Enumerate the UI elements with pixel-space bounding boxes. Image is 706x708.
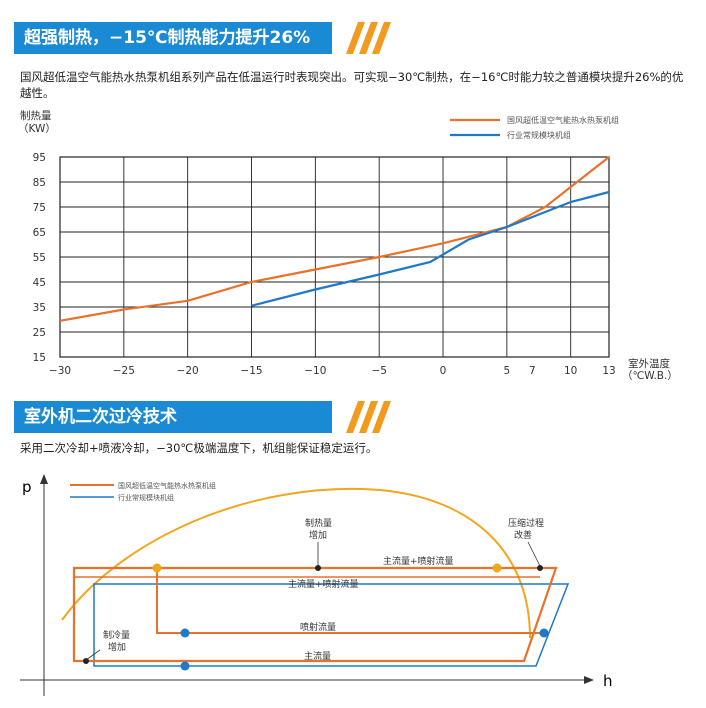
label-main-flow: 主流量 (304, 650, 331, 662)
conventional-cycle (93, 583, 570, 667)
y-tick-label: 95 (33, 152, 46, 164)
stripe-decoration (346, 22, 391, 54)
stripe-decoration (346, 401, 391, 433)
label-main-jet-mid: 主流量+喷射流量 (288, 578, 359, 590)
y-tick-label: 55 (33, 252, 46, 264)
p-label: p (22, 478, 32, 496)
y-tick-label: 35 (33, 302, 46, 314)
legend-label-orange: 国风超低温空气能热水热泵机组 (118, 481, 216, 490)
state-point (492, 563, 502, 573)
y-tick-label: 85 (33, 177, 46, 189)
h-axis-arrow (584, 676, 594, 684)
state-point (539, 628, 549, 638)
x-tick-label: −15 (240, 365, 262, 377)
y-tick-label: 75 (33, 202, 46, 214)
legend-label: 国风超低温空气能热水热泵机组 (507, 115, 619, 125)
annotation-heat-increase: 制热量 (305, 517, 332, 529)
series-line (251, 190, 610, 307)
x-axis-label: 室外温度 (628, 357, 670, 370)
state-point (83, 658, 89, 664)
saturation-dome (61, 488, 531, 639)
heating-capacity-chart: 15 25 35 45 55 65 75 85 95 −30 −25 −20 −15 −10 −5 0 5 7 10… (18, 109, 678, 382)
y-tick-label: 25 (33, 327, 46, 339)
section-title-subcooling: 室外机二次过冷技术 (14, 401, 332, 433)
y-tick-label: 45 (33, 277, 46, 289)
y-tick-label: 65 (33, 227, 46, 239)
enhanced-cycle (72, 566, 558, 663)
annotation-cool-increase: 增加 (108, 641, 126, 653)
x-tick-label: 13 (602, 365, 615, 377)
y-axis-label: （KW） (18, 123, 56, 135)
state-point (180, 628, 190, 638)
x-tick-label: 7 (529, 365, 536, 377)
label-main-jet-top: 主流量+喷射流量 (383, 555, 454, 567)
x-tick-label: −25 (113, 365, 135, 377)
x-tick-label: −5 (371, 365, 386, 377)
x-axis-label: （℃W.B.） (622, 370, 678, 382)
section-title-heating: 超强制热，−15℃制热能力提升26% (14, 22, 332, 54)
state-point (180, 661, 190, 671)
annotation-cool-increase: 制冷量 (103, 629, 130, 641)
x-tick-label: 10 (564, 365, 577, 377)
annotation-heat-increase: 增加 (309, 529, 327, 541)
p-axis-arrow (40, 474, 48, 484)
annotation-compress: 改善 (514, 529, 532, 541)
label-jet-flow: 喷射流量 (300, 621, 336, 633)
legend-label-blue: 行业常规模块机组 (118, 493, 174, 502)
x-tick-label: 0 (440, 365, 447, 377)
ph-diagram: p h 国风超低温空气能热水热泵机组 行业常规模块机组 制热量 增加 压缩过程 … (20, 474, 613, 696)
h-label: h (603, 672, 613, 690)
y-axis-label: 制热量 (20, 109, 52, 122)
x-tick-label: −10 (304, 365, 326, 377)
state-point (152, 563, 162, 573)
legend-label: 行业常规模块机组 (507, 130, 571, 140)
intro-heating: 国风超低温空气能热水热泵机组系列产品在低温运行时表现突出。可实现−30℃制热，在… (20, 70, 684, 100)
x-tick-label: 5 (504, 365, 511, 377)
x-tick-label: −30 (49, 365, 71, 377)
intro-subcooling: 采用二次冷却+喷液冷却，−30℃极端温度下，机组能保证稳定运行。 (20, 441, 378, 455)
series-line (59, 156, 610, 322)
annotation-compress: 压缩过程 (508, 517, 544, 529)
x-tick-label: −20 (177, 365, 199, 377)
jet-loop (156, 568, 544, 634)
state-point (537, 565, 543, 571)
state-point (315, 565, 321, 571)
y-tick-label: 15 (33, 352, 46, 364)
